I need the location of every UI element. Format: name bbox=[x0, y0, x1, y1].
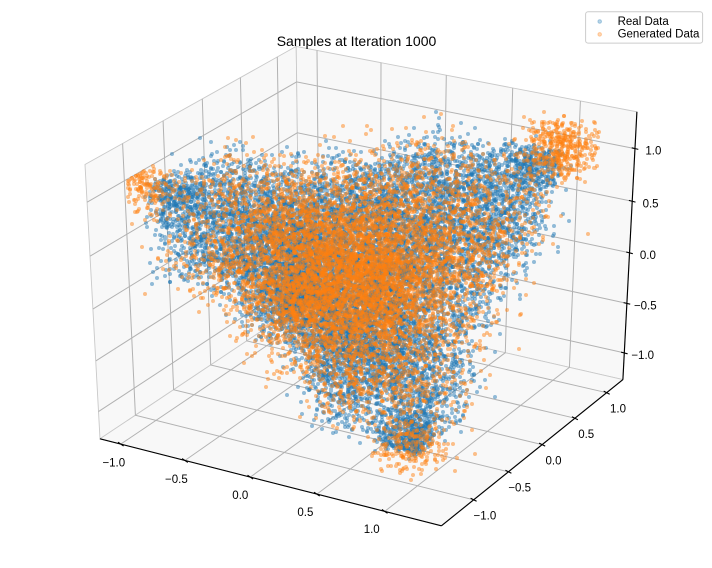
svg-text:0.5: 0.5 bbox=[297, 507, 313, 519]
svg-text:1.0: 1.0 bbox=[645, 146, 661, 158]
svg-text:Real Data: Real Data bbox=[618, 16, 670, 28]
svg-text:0.0: 0.0 bbox=[232, 490, 248, 502]
svg-text:0.5: 0.5 bbox=[643, 198, 659, 210]
svg-text:0.0: 0.0 bbox=[640, 250, 656, 262]
svg-text:−1.0: −1.0 bbox=[474, 511, 497, 523]
svg-text:1.0: 1.0 bbox=[610, 404, 626, 416]
svg-text:Generated Data: Generated Data bbox=[618, 29, 700, 41]
svg-text:−1.0: −1.0 bbox=[631, 350, 654, 362]
svg-text:1.0: 1.0 bbox=[364, 524, 380, 536]
svg-text:Samples at Iteration 1000: Samples at Iteration 1000 bbox=[277, 33, 437, 49]
svg-text:−0.5: −0.5 bbox=[508, 483, 531, 495]
svg-text:−0.5: −0.5 bbox=[634, 301, 657, 313]
svg-text:0.5: 0.5 bbox=[578, 429, 594, 441]
svg-text:−1.0: −1.0 bbox=[102, 458, 125, 470]
svg-text:0.0: 0.0 bbox=[546, 455, 562, 467]
svg-text:−0.5: −0.5 bbox=[165, 474, 188, 486]
